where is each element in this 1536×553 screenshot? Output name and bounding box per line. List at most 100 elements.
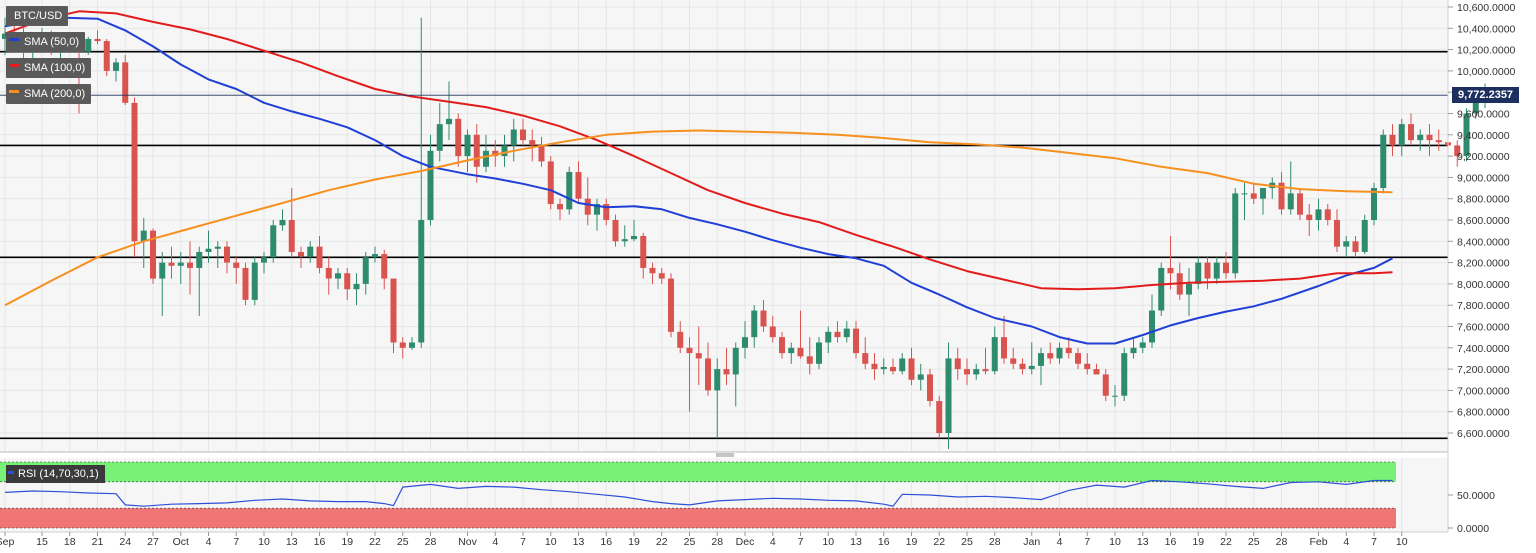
symbol-label: BTC/USD [14,10,63,22]
candle-down [1408,124,1414,141]
x-tick-label: 4 [1057,536,1063,548]
sma-200-label: SMA (200,0) [24,88,86,100]
y-tick-label: 7,000.0000 [1457,385,1510,397]
y-tick-label: 7,200.0000 [1457,364,1510,376]
candle-down [94,38,101,42]
candle-down [853,328,859,354]
x-tick-label: 10 [258,536,270,548]
y-tick-label: 10,200.0000 [1457,45,1516,57]
rsi-line [4,479,1393,507]
candle-up [501,145,508,157]
rsi-oversold-band [0,508,1396,528]
candle-up [973,369,980,375]
candle-down [150,230,156,279]
candle-down [1223,262,1229,274]
x-tick-label: 28 [1276,536,1288,548]
sma-100-label: SMA (100,0) [24,62,86,74]
candle-up [566,172,573,210]
sma-50-legend[interactable]: SMA (50,0) [6,32,86,52]
candle-up [631,235,637,240]
candle-up [1398,124,1405,146]
candle-up [621,239,628,242]
x-tick-label: 28 [989,536,1001,548]
candle-up [205,248,212,252]
candle-down [538,145,545,162]
rsi-panel [0,461,1396,529]
candle-down [695,353,702,359]
candle-down [381,254,388,279]
x-tick-label: 19 [1192,536,1204,548]
y-tick-label: 10,600.0000 [1457,2,1516,14]
candle-down [1065,347,1072,354]
candle-up [732,347,739,375]
candle-up [1028,365,1035,370]
candle-down [473,134,480,167]
y-tick-label: 10,400.0000 [1457,23,1516,35]
candle-down [557,204,563,210]
candle-up [1463,113,1470,157]
y-tick-label: 6,800.0000 [1457,407,1510,419]
candle-up [464,134,471,157]
sma-200-legend[interactable]: SMA (200,0) [6,84,92,104]
candle-down [936,401,943,433]
candle-down [954,358,961,370]
candle-up [483,150,489,167]
symbol-legend[interactable]: BTC/USD [6,6,69,26]
candle-up [880,366,887,370]
y-tick-label: 9,400.0000 [1457,130,1510,142]
x-tick-label: Jan [1023,536,1040,548]
candle-down [298,251,304,257]
candle-down [1093,369,1100,375]
candle-up [1343,241,1350,247]
candle-down [1250,193,1257,199]
candle-down [1075,353,1081,364]
candle-down [547,161,554,205]
x-tick-label: 4 [492,536,498,548]
candle-up [1380,134,1387,189]
candle-down [399,342,406,348]
candle-up [261,257,267,263]
x-tick-label: 4 [770,536,776,548]
candle-down [1435,140,1442,143]
sma-100-legend[interactable]: SMA (100,0) [6,58,92,78]
candle-down [890,366,896,372]
candle-down [1334,220,1340,247]
x-tick-label: 13 [1137,536,1149,548]
candle-up [594,204,600,215]
x-tick-label: 7 [520,536,526,548]
panel-resize-handle[interactable] [716,453,734,457]
candle-up [353,283,360,290]
x-tick-label: 16 [1165,536,1177,548]
rsi-legend[interactable]: RSI (14,70,30,1) [6,465,105,483]
candle-up [335,273,341,279]
candle-up [1213,262,1220,279]
candle-down [779,337,785,354]
x-tick-label: 16 [314,536,326,548]
x-tick-label: 27 [147,536,159,548]
candle-down [668,278,674,332]
candle-up [214,246,221,249]
x-tick-label: 19 [628,536,640,548]
candle-down [640,235,647,268]
candle-down [658,273,665,279]
candle-down [769,326,776,338]
sma-50-label: SMA (50,0) [24,36,80,48]
candle-down [1084,363,1091,370]
candle-up [2,33,8,39]
candle-up [409,342,415,348]
x-tick-label: 16 [878,536,890,548]
candle-down [1454,145,1461,157]
candle-up [1130,347,1137,354]
candle-down [686,347,693,354]
candle-down [1306,214,1313,220]
candle-up [917,374,924,380]
candle-up [1121,353,1128,396]
y-tick-label: 7,600.0000 [1457,322,1510,334]
candle-up [270,225,277,258]
sma-50-swatch [9,38,19,41]
candle-up [85,38,92,52]
x-tick-label: 7 [1084,536,1090,548]
candle-down [233,262,240,268]
rsi-swatch [8,471,14,474]
